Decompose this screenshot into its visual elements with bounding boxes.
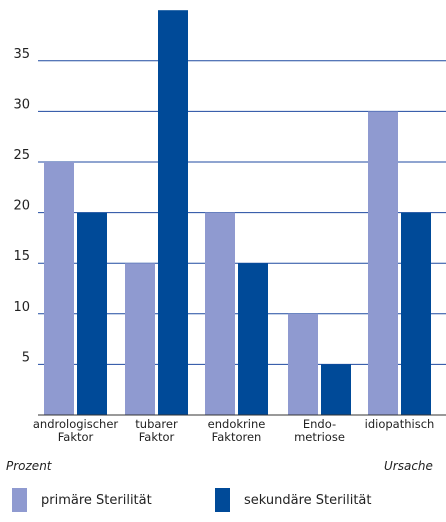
bar-primary [205,212,235,415]
bar-secondary [77,212,107,415]
bar-secondary [238,263,268,415]
category-label: tubarer [135,417,178,431]
x-axis-title: Ursache [384,459,433,473]
legend-label-primary: primäre Sterilität [41,492,152,508]
bar-chart: 5101520253035andrologischerFaktortubarer… [13,10,446,444]
category-label: metriose [294,430,345,444]
category-label: Faktor [58,430,94,444]
legend-swatch-primary [12,488,27,512]
category-label: Faktor [139,430,175,444]
bar-secondary [321,364,351,415]
category-label: Endo- [303,417,336,431]
y-axis-title: Prozent [6,459,52,473]
y-tick-label: 35 [13,47,30,62]
bar-primary [44,162,74,415]
legend-item-primary: primäre Sterilität [12,488,152,512]
y-tick-label: 25 [13,148,30,163]
legend-swatch-secondary [215,488,230,512]
category-label: idiopathisch [365,417,435,431]
y-tick-label: 15 [13,249,30,264]
y-tick-label: 20 [13,199,30,214]
y-tick-label: 5 [22,350,30,365]
bar-primary [125,263,155,415]
bar-secondary [158,10,188,415]
bar-secondary [401,212,431,415]
bar-primary [368,111,398,416]
y-tick-label: 10 [13,300,30,315]
legend: primäre Sterilität sekundäre Sterilität [0,488,446,522]
y-tick-label: 30 [13,97,30,112]
category-label: andrologischer [33,417,119,431]
legend-label-secondary: sekundäre Sterilität [244,492,372,508]
category-label: Faktoren [212,430,262,444]
category-label: endokrine [208,417,266,431]
legend-item-secondary: sekundäre Sterilität [215,488,371,512]
bar-primary [288,313,318,415]
